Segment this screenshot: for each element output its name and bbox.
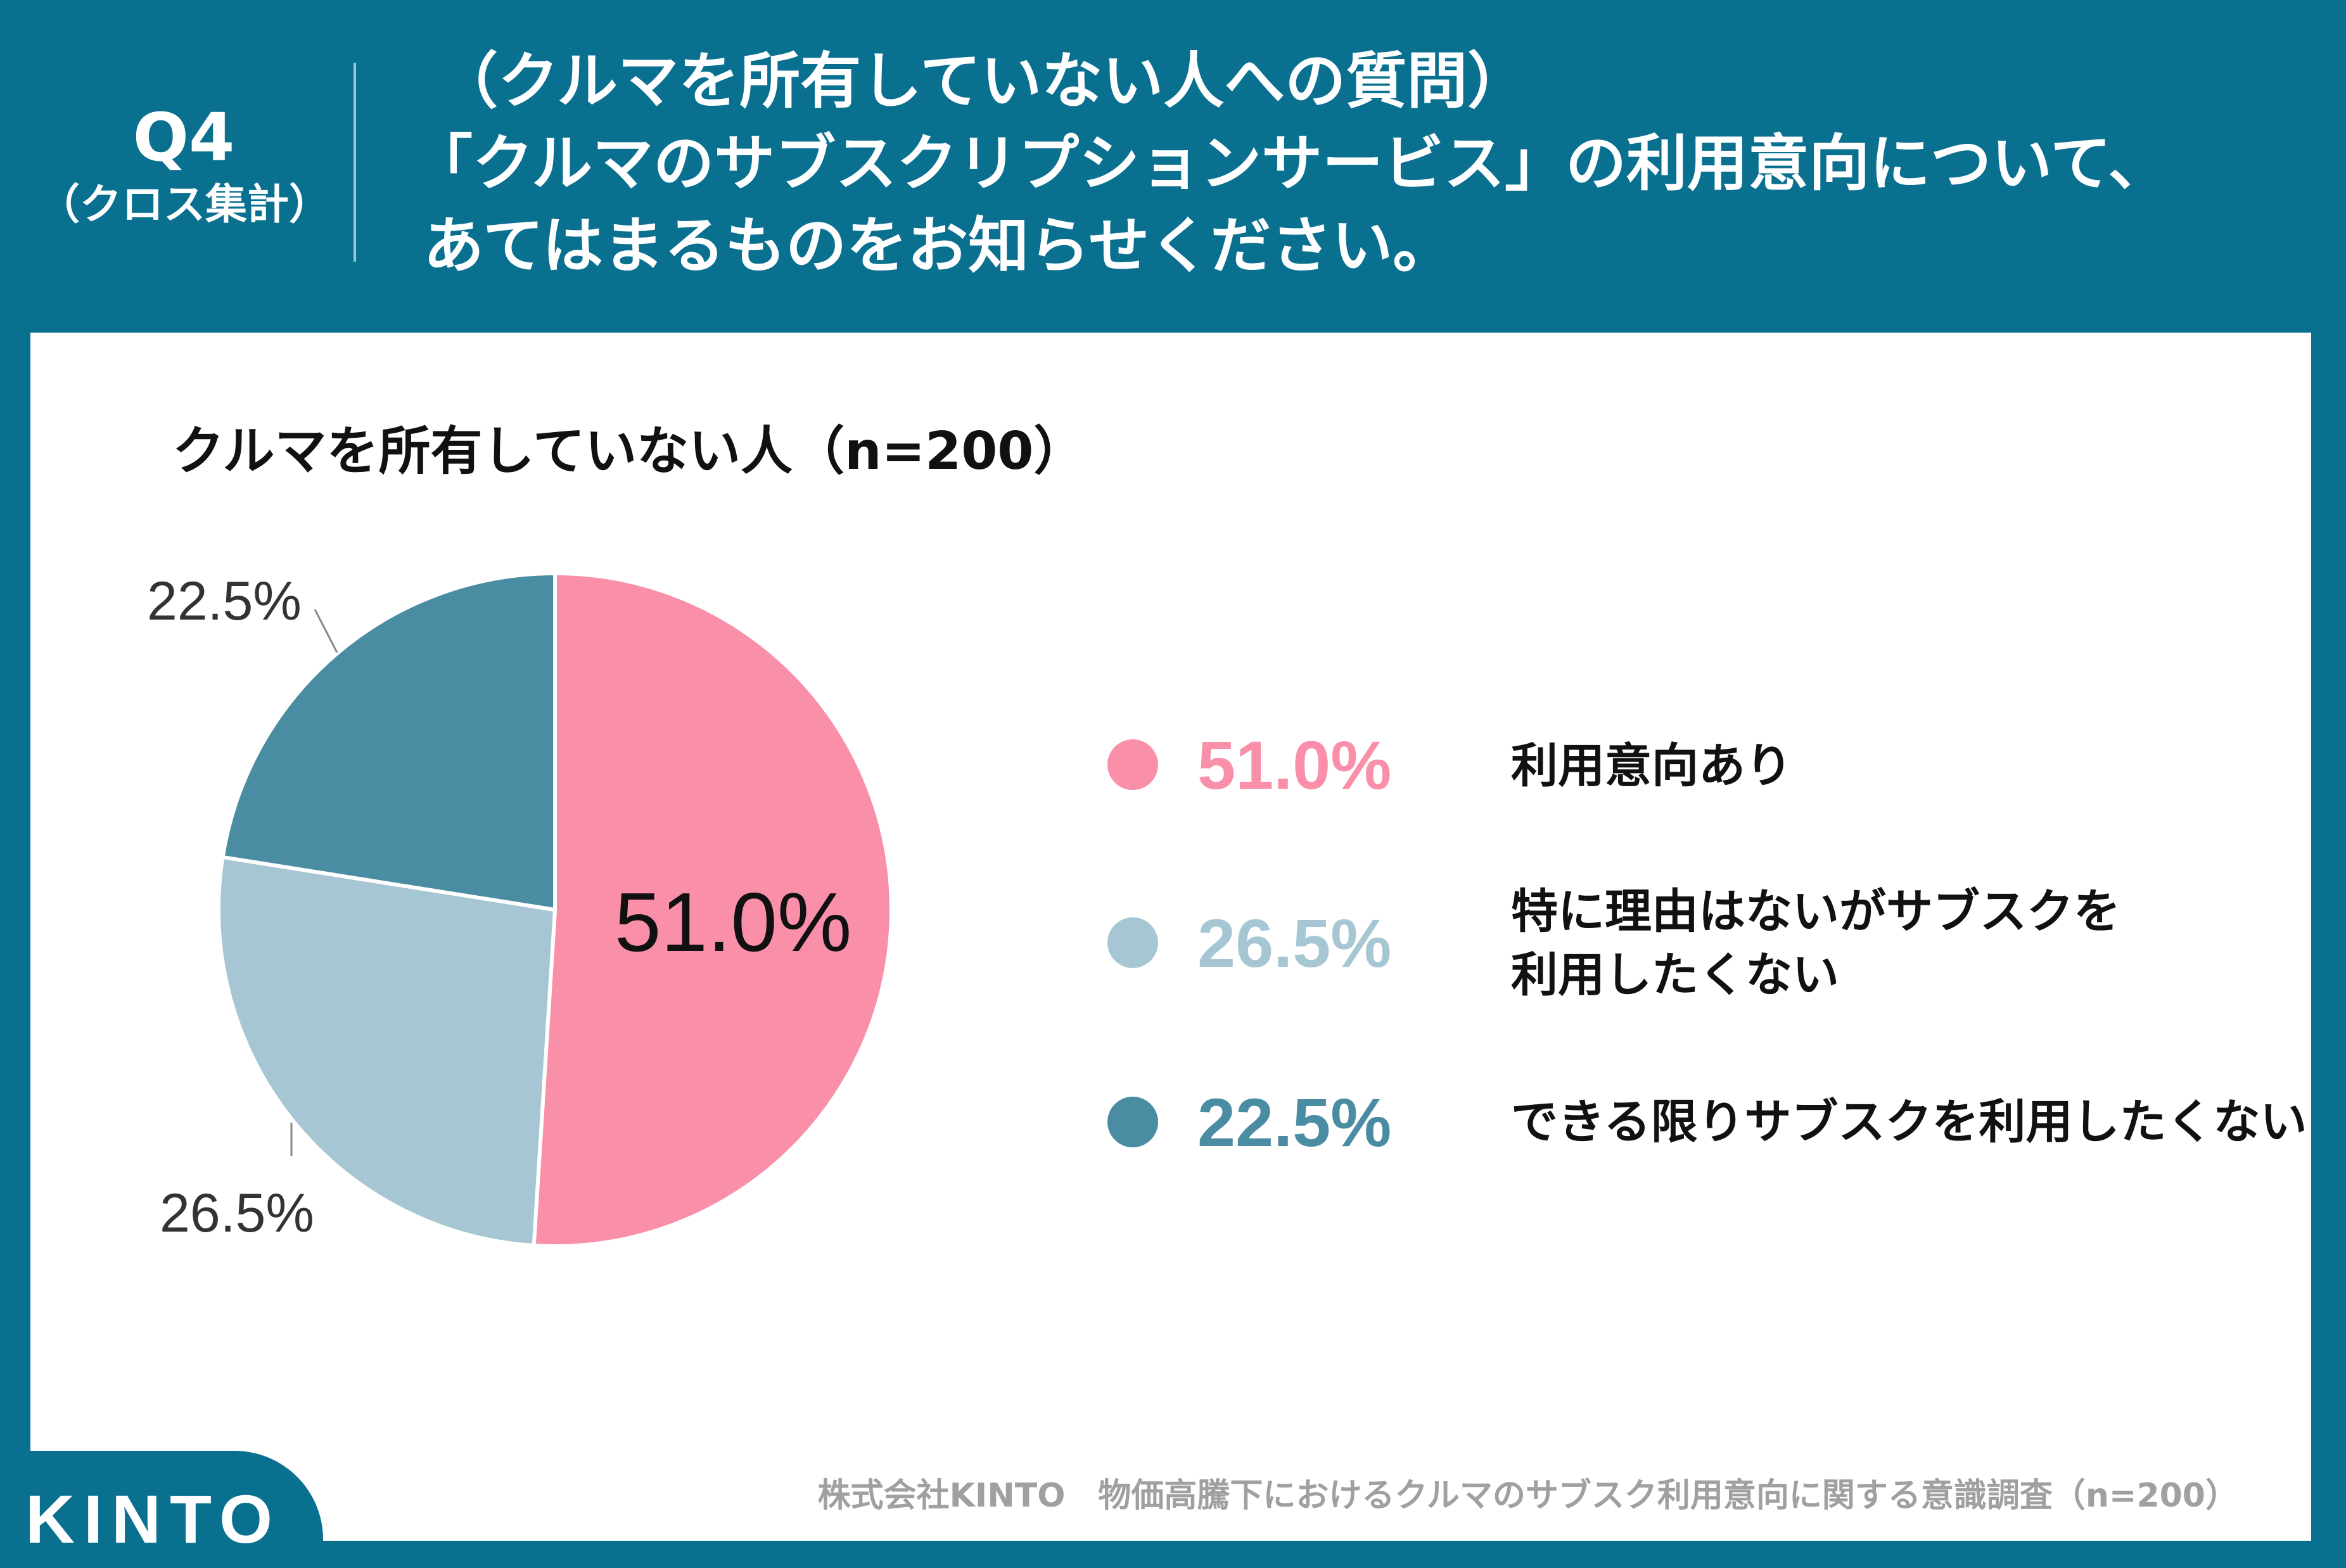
- header-divider: [354, 63, 356, 262]
- slice-label-22-5: 22.5%: [147, 571, 302, 632]
- question-subtitle: （クロス集計）: [38, 180, 331, 229]
- legend-dot-pink: [1107, 739, 1158, 790]
- legend-dot-light-blue: [1107, 917, 1158, 968]
- pie-slice-3: [220, 571, 557, 912]
- pie-slice-2: [217, 855, 558, 1248]
- question-line-1: （クルマを所有していない人への質問）: [437, 46, 1529, 117]
- legend-dot-teal: [1107, 1097, 1158, 1147]
- legend-value-3: 22.5%: [1197, 1084, 1392, 1161]
- legend-label-2-line-1: 特に理由はないがサブスクを: [1511, 884, 2120, 939]
- question-line-2: 「クルマのサブスクリプションサービス」の利用意向について、: [412, 128, 2169, 199]
- leader-line-22-5: [314, 609, 338, 653]
- legend-value-2: 26.5%: [1197, 905, 1392, 981]
- logo-tab: [0, 1451, 323, 1568]
- pie-slice-1: [532, 571, 893, 1248]
- legend-label-3: できる限りサブスクを利用したくない: [1511, 1095, 2307, 1149]
- kinto-logo: KINTO: [25, 1481, 282, 1557]
- question-number: Q4: [132, 99, 235, 176]
- legend-label-1: 利用意向あり: [1511, 739, 1792, 793]
- slice-label-26-5: 26.5%: [160, 1183, 314, 1244]
- legend-label-2: 特に理由はないがサブスクを 利用したくない: [1511, 881, 2120, 1007]
- question-line-3: あてはまるものをお知らせください。: [423, 210, 1454, 281]
- legend-label-2-line-2: 利用したくない: [1511, 947, 1839, 1002]
- chart-title: クルマを所有していない人（n=200）: [172, 421, 1086, 481]
- slice-label-51-0: 51.0%: [615, 876, 852, 969]
- legend-value-1: 51.0%: [1197, 727, 1392, 803]
- source-footer: 株式会社KINTO 物価高騰下におけるクルマのサブスク利用意向に関する意識調査（…: [817, 1477, 2238, 1515]
